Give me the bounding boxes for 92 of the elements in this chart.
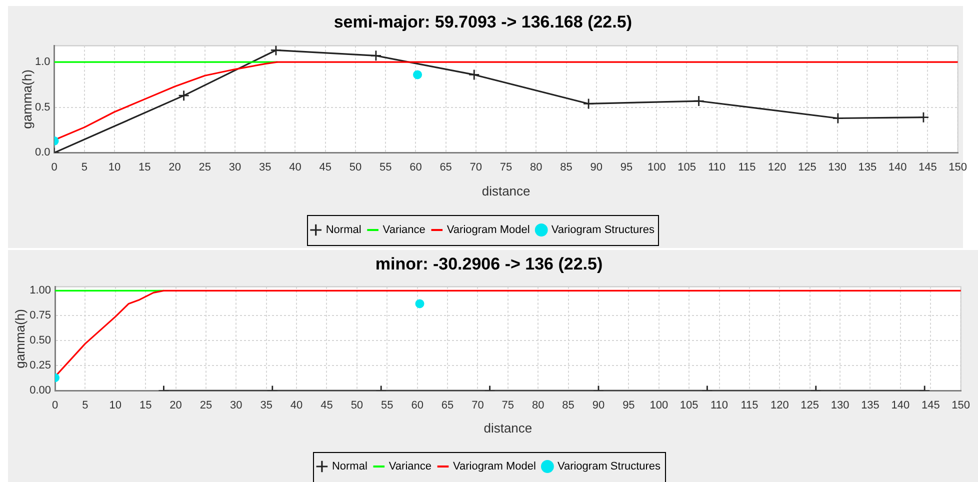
x-tick-label: 40 bbox=[290, 399, 303, 412]
x-tick-label: 80 bbox=[530, 161, 542, 174]
x-tick-label: 95 bbox=[620, 161, 633, 174]
x-tick-label: 120 bbox=[770, 399, 789, 412]
x-tick-label: 120 bbox=[768, 161, 786, 174]
legend-label: Variogram Model bbox=[446, 224, 530, 236]
y-tick-label: 0.00 bbox=[30, 384, 51, 397]
y-tick-label: 1.00 bbox=[30, 284, 51, 297]
x-tick-label: 105 bbox=[680, 399, 698, 412]
x-tick-label: 60 bbox=[411, 399, 424, 412]
x-tick-label: 140 bbox=[888, 161, 907, 174]
x-tick-label: 100 bbox=[650, 399, 668, 412]
x-tick-label: 65 bbox=[440, 161, 452, 174]
x-tick-label: 10 bbox=[109, 399, 122, 412]
point bbox=[582, 98, 594, 110]
y-tick-label: 0.5 bbox=[35, 101, 50, 114]
x-tick-label: 135 bbox=[861, 399, 880, 412]
point bbox=[832, 112, 844, 124]
x-tick-label: 90 bbox=[590, 161, 603, 174]
point bbox=[370, 50, 382, 62]
y-tick-label: 0.75 bbox=[30, 310, 51, 322]
x-tick-label: 55 bbox=[379, 161, 392, 174]
legend-label: Variance bbox=[388, 460, 432, 473]
x-tick-label: 80 bbox=[532, 399, 544, 412]
x-tick-label: 125 bbox=[798, 161, 816, 174]
x-tick-label: 110 bbox=[708, 161, 726, 174]
x-tick-label: 25 bbox=[200, 399, 212, 412]
x-tick-label: 0 bbox=[51, 161, 58, 174]
x-tick-label: 20 bbox=[168, 161, 181, 174]
x-tick-label: 15 bbox=[139, 399, 152, 412]
x-tick-label: 25 bbox=[198, 161, 212, 174]
x-axis-title: distance bbox=[484, 420, 532, 436]
x-tick-label: 145 bbox=[921, 399, 940, 412]
x-tick-label: 140 bbox=[891, 399, 910, 412]
x-tick-label: 15 bbox=[138, 161, 151, 174]
y-axis-title: gamma(h) bbox=[12, 309, 28, 368]
x-tick-label: 35 bbox=[260, 399, 272, 412]
x-tick-label: 130 bbox=[828, 161, 847, 174]
x-tick-label: 20 bbox=[170, 399, 182, 412]
x-tick-label: 10 bbox=[108, 161, 121, 174]
legend-label: Variogram Model bbox=[453, 460, 536, 473]
y-axis-title: gamma(h) bbox=[19, 70, 34, 129]
x-tick-label: 90 bbox=[592, 399, 605, 412]
x-tick-label: 125 bbox=[800, 399, 820, 412]
y-tick-label: 0.25 bbox=[30, 360, 51, 372]
x-tick-label: 85 bbox=[560, 161, 572, 174]
x-tick-label: 150 bbox=[948, 161, 967, 174]
x-tick-label: 55 bbox=[381, 399, 394, 412]
legend-label: Variance bbox=[382, 224, 426, 236]
x-tick-label: 110 bbox=[710, 399, 728, 412]
x-tick-label: 150 bbox=[952, 399, 970, 412]
point bbox=[918, 112, 930, 124]
chart-title: minor: -30.2906 -> 136 (22.5) bbox=[375, 254, 603, 274]
point bbox=[178, 90, 190, 102]
y-tick-label: 0.0 bbox=[35, 146, 50, 159]
legend-label: Variogram Structures bbox=[551, 224, 655, 236]
x-tick-label: 0 bbox=[52, 399, 58, 412]
x-tick-label: 35 bbox=[258, 161, 272, 174]
x-tick-label: 145 bbox=[918, 161, 937, 174]
y-tick-label: 1.0 bbox=[35, 56, 50, 68]
x-tick-label: 60 bbox=[410, 161, 422, 174]
x-tick-label: 70 bbox=[472, 399, 484, 412]
legend-label: Normal bbox=[326, 224, 362, 236]
x-tick-label: 100 bbox=[647, 161, 666, 174]
x-tick-label: 50 bbox=[350, 399, 364, 412]
x-axis-title: distance bbox=[482, 184, 530, 199]
x-tick-label: 130 bbox=[830, 399, 850, 412]
legend-label: Variogram Structures bbox=[557, 460, 662, 473]
x-tick-label: 135 bbox=[858, 161, 877, 174]
x-tick-label: 105 bbox=[678, 161, 696, 174]
chart-title: semi-major: 59.7093 -> 136.168 (22.5) bbox=[334, 12, 632, 32]
x-tick-label: 85 bbox=[562, 399, 574, 412]
x-tick-label: 45 bbox=[320, 399, 333, 412]
x-tick-label: 115 bbox=[740, 399, 758, 412]
x-tick-label: 75 bbox=[500, 161, 512, 174]
x-tick-label: 65 bbox=[441, 399, 454, 412]
x-tick-label: 75 bbox=[502, 399, 514, 412]
x-tick-label: 30 bbox=[228, 161, 242, 174]
x-tick-label: 95 bbox=[622, 399, 635, 412]
x-tick-label: 5 bbox=[82, 399, 88, 412]
y-tick-label: 0.50 bbox=[30, 334, 51, 347]
x-tick-label: 70 bbox=[470, 161, 482, 174]
x-tick-label: 115 bbox=[738, 161, 756, 174]
x-tick-label: 5 bbox=[81, 161, 88, 174]
x-tick-label: 50 bbox=[349, 161, 362, 174]
point bbox=[270, 46, 282, 56]
x-tick-label: 45 bbox=[319, 161, 332, 174]
x-tick-label: 40 bbox=[289, 161, 302, 174]
legend-label: Normal bbox=[332, 460, 368, 473]
point bbox=[693, 95, 704, 107]
point bbox=[468, 69, 480, 80]
x-tick-label: 30 bbox=[230, 399, 242, 412]
